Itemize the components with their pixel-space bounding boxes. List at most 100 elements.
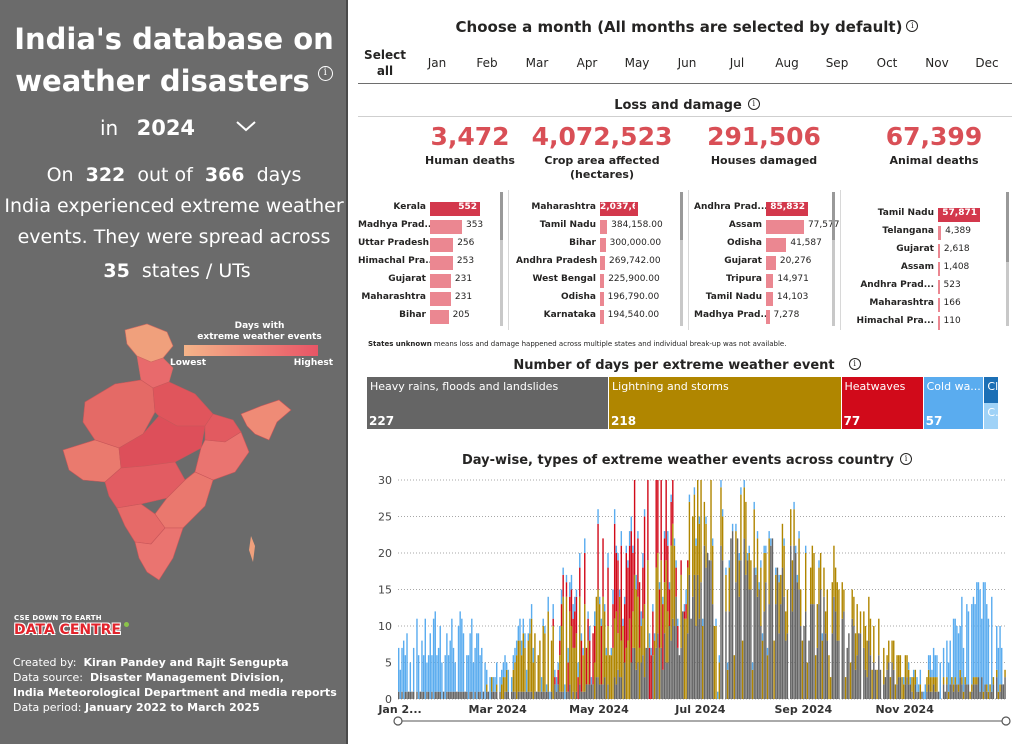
bar-row[interactable]: Kerala 552 <box>358 198 498 216</box>
bar <box>430 310 449 324</box>
day-bar <box>668 582 671 590</box>
bar-row[interactable]: Karnataka 194,540.00 <box>516 306 676 324</box>
bar-value: 253 <box>456 256 475 266</box>
day-bar <box>582 655 584 692</box>
month-select-all[interactable]: Select all <box>358 44 412 83</box>
info-icon[interactable]: i <box>317 65 333 81</box>
day-bar <box>946 684 948 699</box>
bar-row[interactable]: Bihar 205 <box>358 306 498 324</box>
bar-row[interactable]: Assam 1,408 <box>852 258 1002 276</box>
day-bar <box>452 647 455 692</box>
loss-damage-title: Loss and damage i <box>350 97 1024 113</box>
day-bar <box>632 553 634 612</box>
day-bar <box>713 626 716 699</box>
month-mar[interactable]: Mar <box>525 56 549 70</box>
chevron-down-icon[interactable] <box>234 114 258 138</box>
scrollbar[interactable] <box>832 192 835 326</box>
day-bar <box>746 560 749 699</box>
day-bar <box>932 677 935 685</box>
bar-value: 552 <box>458 202 477 212</box>
scroll-thumb[interactable] <box>1006 192 1009 262</box>
day-bar <box>888 640 890 663</box>
scroll-thumb[interactable] <box>500 192 503 240</box>
event-tile[interactable]: C... <box>984 403 1000 429</box>
bar-row[interactable]: Tamil Nadu 14,103 <box>694 288 834 306</box>
month-sep[interactable]: Sep <box>825 56 849 70</box>
bar-row[interactable]: Maharashtra 166 <box>852 294 1002 312</box>
bar-row[interactable]: West Bengal 225,900.00 <box>516 270 676 288</box>
event-tile[interactable]: Heavy rains, floods and landslides 227 <box>367 377 610 429</box>
bar-row[interactable]: Maharashtra 2,037,6 <box>516 198 676 216</box>
bar-row[interactable]: Andhra Prad... 523 <box>852 276 1002 294</box>
day-bar <box>514 647 516 663</box>
bar-row[interactable]: Andhra Prad... 85,832 <box>694 198 834 216</box>
bar-row[interactable]: Himachal Pra... 110 <box>852 312 1002 330</box>
month-jan[interactable]: Jan <box>427 56 447 70</box>
day-bar <box>680 560 682 575</box>
logo-dot <box>124 622 129 627</box>
bar-row[interactable]: Bihar 300,000.00 <box>516 234 676 252</box>
bar-row[interactable]: Himachal Pra... 253 <box>358 252 498 270</box>
bar-row[interactable]: Gujarat 2,618 <box>852 240 1002 258</box>
bar-row[interactable]: Madhya Prad... 7,278 <box>694 306 834 324</box>
year-selector[interactable]: in 2024 <box>100 116 195 140</box>
bar-row[interactable]: Tamil Nadu 57,871 <box>852 204 1002 222</box>
month-aug[interactable]: Aug <box>775 56 799 70</box>
day-bar <box>522 691 525 699</box>
bar-row[interactable]: Uttar Pradesh 256 <box>358 234 498 252</box>
scroll-thumb[interactable] <box>832 192 835 240</box>
info-icon[interactable]: i <box>899 452 912 465</box>
day-bar <box>783 545 785 597</box>
bar-row[interactable]: Maharashtra 231 <box>358 288 498 306</box>
scrollbar[interactable] <box>500 192 503 326</box>
day-bar <box>685 604 687 619</box>
bar-row[interactable]: Tamil Nadu 384,158.00 <box>516 216 676 234</box>
day-bar <box>1004 677 1006 699</box>
month-feb[interactable]: Feb <box>476 56 498 70</box>
day-bar <box>620 545 623 641</box>
month-may[interactable]: May <box>624 56 650 70</box>
month-apr[interactable]: Apr <box>576 56 598 70</box>
info-icon[interactable]: i <box>848 357 861 370</box>
month-jun[interactable]: Jun <box>677 56 697 70</box>
daywise-title: Day-wise, types of extreme weather event… <box>350 452 1024 468</box>
bar-row[interactable]: Telangana 4,389 <box>852 222 1002 240</box>
bar-row[interactable]: Assam 77,577 <box>694 216 839 234</box>
day-bar <box>748 545 750 553</box>
bar-row[interactable]: Tripura 14,971 <box>694 270 834 288</box>
india-choropleth-map[interactable] <box>55 322 295 587</box>
info-icon[interactable]: i <box>906 19 919 32</box>
event-count: 77 <box>843 414 861 428</box>
month-oct[interactable]: Oct <box>876 56 898 70</box>
event-tile[interactable]: Cl... <box>984 377 1000 403</box>
bar-row[interactable]: Odisha 41,587 <box>694 234 834 252</box>
bar <box>938 226 942 240</box>
event-tile[interactable]: Heatwaves 77 <box>841 377 924 429</box>
event-tile[interactable]: Lightning and storms 218 <box>609 377 842 429</box>
day-bar <box>494 691 496 699</box>
range-slider-handle-start[interactable] <box>393 716 403 726</box>
bar-row[interactable]: Gujarat 231 <box>358 270 498 288</box>
month-dec[interactable]: Dec <box>975 56 999 70</box>
bar-row[interactable]: Odisha 196,790.00 <box>516 288 676 306</box>
info-icon[interactable]: i <box>747 97 760 110</box>
bar-row[interactable]: Gujarat 20,276 <box>694 252 834 270</box>
day-bar <box>530 691 533 699</box>
daywise-chart[interactable]: 0 5 10 15 20 25 30 Jan 2... Mar 2024 May 2024 Jul … <box>350 470 1024 730</box>
scrollbar[interactable] <box>1006 192 1009 326</box>
range-slider-handle-end[interactable] <box>1001 716 1011 726</box>
scrollbar[interactable] <box>680 192 683 326</box>
day-bar <box>471 618 473 692</box>
day-bar <box>496 691 498 699</box>
day-bar <box>768 604 770 699</box>
day-bar <box>703 545 706 699</box>
event-tile[interactable]: Cold wa... 57 <box>923 377 985 429</box>
bar-row[interactable]: Madhya Prad... 353 <box>358 216 498 234</box>
month-jul[interactable]: Jul <box>729 56 745 70</box>
bar-state: Andhra Prad... <box>860 280 934 290</box>
bar-row[interactable]: Andhra Pradesh 269,742.00 <box>516 252 676 270</box>
scroll-thumb[interactable] <box>680 192 683 240</box>
day-bar <box>934 677 936 692</box>
month-nov[interactable]: Nov <box>925 56 949 70</box>
day-bar <box>698 516 701 524</box>
